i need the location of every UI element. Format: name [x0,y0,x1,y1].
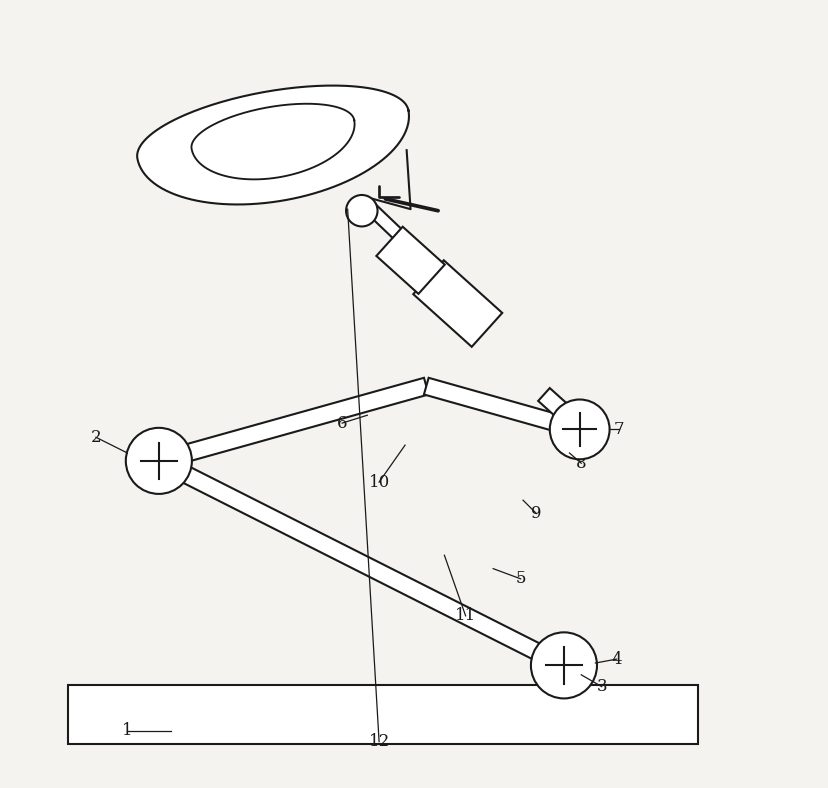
Text: 8: 8 [575,455,586,472]
Polygon shape [413,260,502,347]
Text: 12: 12 [368,733,389,750]
Circle shape [549,400,609,459]
Bar [68,685,697,744]
Text: 3: 3 [595,678,606,695]
Text: 1: 1 [122,722,132,739]
Text: 2: 2 [90,429,101,446]
Polygon shape [359,197,402,240]
Text: 5: 5 [515,571,525,587]
Text: 9: 9 [531,505,541,522]
Polygon shape [537,388,566,415]
Polygon shape [156,377,428,469]
Text: 11: 11 [455,608,475,624]
Polygon shape [423,377,581,437]
Polygon shape [155,453,567,673]
Circle shape [345,195,377,226]
Circle shape [530,632,596,698]
Circle shape [126,428,191,494]
Text: 4: 4 [610,651,621,667]
Text: 10: 10 [368,474,389,491]
Polygon shape [376,227,445,294]
Text: 6: 6 [336,414,347,432]
Text: 7: 7 [613,421,623,438]
Polygon shape [137,86,408,204]
